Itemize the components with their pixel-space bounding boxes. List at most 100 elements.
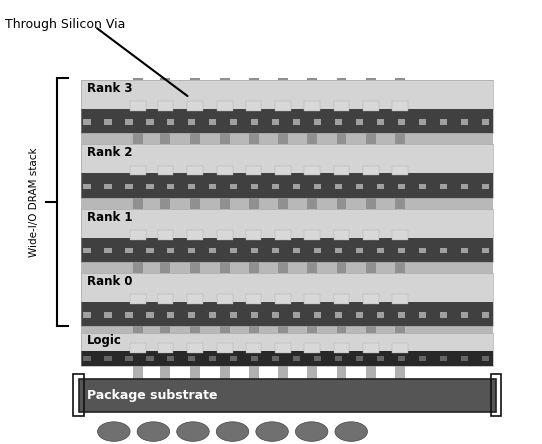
Bar bbox=[189, 184, 196, 189]
Bar bbox=[146, 313, 153, 318]
Bar bbox=[275, 294, 291, 304]
Bar bbox=[314, 184, 321, 189]
Bar bbox=[293, 313, 300, 318]
Bar bbox=[188, 230, 203, 240]
Bar bbox=[392, 343, 408, 353]
Bar bbox=[246, 166, 261, 175]
Bar bbox=[363, 166, 378, 175]
Bar bbox=[482, 313, 489, 318]
Bar bbox=[105, 248, 112, 253]
Bar bbox=[81, 198, 493, 209]
Bar bbox=[125, 184, 132, 189]
Bar bbox=[125, 119, 132, 125]
Bar bbox=[190, 78, 200, 378]
Bar bbox=[251, 119, 259, 125]
Bar bbox=[395, 366, 405, 379]
Bar bbox=[246, 343, 261, 353]
Bar bbox=[131, 294, 146, 304]
Bar bbox=[131, 101, 146, 111]
Bar bbox=[293, 248, 300, 253]
Bar bbox=[158, 101, 173, 111]
Bar bbox=[158, 230, 173, 240]
Bar bbox=[81, 133, 493, 144]
Bar bbox=[167, 184, 175, 189]
Bar bbox=[335, 248, 343, 253]
Text: Wide-I/O DRAM stack: Wide-I/O DRAM stack bbox=[29, 147, 38, 257]
Bar bbox=[491, 374, 501, 416]
Bar bbox=[83, 313, 91, 318]
Bar bbox=[337, 78, 346, 378]
Bar bbox=[160, 78, 170, 378]
Bar bbox=[83, 248, 91, 253]
Bar bbox=[81, 80, 493, 109]
Bar bbox=[217, 166, 233, 175]
Bar bbox=[334, 166, 349, 175]
Bar bbox=[125, 248, 132, 253]
Bar bbox=[81, 302, 493, 326]
Bar bbox=[273, 119, 280, 125]
Bar bbox=[482, 119, 489, 125]
Bar bbox=[363, 343, 378, 353]
Bar bbox=[275, 101, 291, 111]
Bar bbox=[209, 357, 216, 361]
Bar bbox=[131, 166, 146, 175]
Text: Logic: Logic bbox=[87, 333, 121, 347]
Bar bbox=[314, 119, 321, 125]
Bar bbox=[230, 119, 237, 125]
Bar bbox=[230, 357, 237, 361]
Bar bbox=[190, 366, 200, 379]
Bar bbox=[305, 230, 320, 240]
Text: Package substrate: Package substrate bbox=[87, 389, 217, 402]
Bar bbox=[160, 366, 170, 379]
Bar bbox=[81, 333, 493, 366]
Bar bbox=[461, 184, 468, 189]
Ellipse shape bbox=[335, 422, 367, 441]
Bar bbox=[217, 343, 233, 353]
Bar bbox=[146, 119, 153, 125]
Bar bbox=[398, 184, 405, 189]
Bar bbox=[246, 230, 261, 240]
Bar bbox=[167, 248, 175, 253]
Bar bbox=[366, 366, 376, 379]
Bar bbox=[81, 144, 493, 198]
Bar bbox=[230, 313, 237, 318]
Bar bbox=[441, 184, 448, 189]
Bar bbox=[461, 119, 468, 125]
Bar bbox=[81, 209, 493, 238]
Bar bbox=[366, 78, 376, 378]
Bar bbox=[158, 294, 173, 304]
Bar bbox=[220, 366, 230, 379]
Bar bbox=[189, 357, 196, 361]
Bar bbox=[377, 313, 384, 318]
Bar bbox=[209, 119, 216, 125]
Bar bbox=[81, 173, 493, 198]
Bar bbox=[81, 262, 493, 273]
Bar bbox=[188, 343, 203, 353]
Bar bbox=[357, 184, 364, 189]
Bar bbox=[81, 144, 493, 173]
Bar bbox=[217, 230, 233, 240]
Bar bbox=[293, 357, 300, 361]
Bar bbox=[188, 294, 203, 304]
Bar bbox=[461, 248, 468, 253]
Bar bbox=[189, 119, 196, 125]
Bar bbox=[377, 119, 384, 125]
Bar bbox=[420, 119, 427, 125]
Bar bbox=[251, 357, 259, 361]
Bar bbox=[392, 294, 408, 304]
Bar bbox=[167, 313, 175, 318]
Bar bbox=[249, 366, 259, 379]
Bar bbox=[314, 248, 321, 253]
Bar bbox=[167, 119, 175, 125]
Bar bbox=[251, 248, 259, 253]
Bar bbox=[314, 313, 321, 318]
Ellipse shape bbox=[177, 422, 209, 441]
Bar bbox=[81, 109, 493, 133]
Bar bbox=[275, 166, 291, 175]
Bar bbox=[335, 119, 343, 125]
Bar bbox=[305, 166, 320, 175]
Bar bbox=[305, 294, 320, 304]
Bar bbox=[398, 119, 405, 125]
Bar bbox=[334, 294, 349, 304]
Bar bbox=[146, 248, 153, 253]
